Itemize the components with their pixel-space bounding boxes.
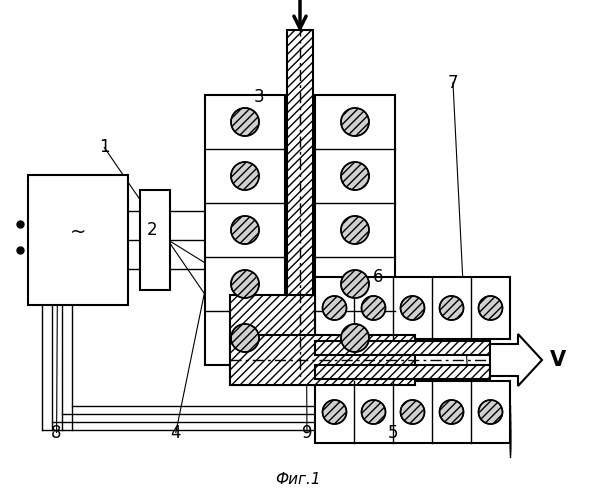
- Circle shape: [341, 270, 369, 298]
- Circle shape: [231, 216, 259, 244]
- Text: 5: 5: [388, 424, 399, 442]
- Circle shape: [231, 108, 259, 136]
- Polygon shape: [490, 334, 542, 386]
- Bar: [287, 30, 313, 350]
- Circle shape: [322, 296, 346, 320]
- Text: 6: 6: [373, 268, 384, 286]
- Text: 8: 8: [51, 424, 62, 442]
- Bar: [205, 95, 285, 365]
- Text: 3: 3: [254, 88, 265, 106]
- Circle shape: [401, 296, 424, 320]
- Circle shape: [231, 324, 259, 352]
- Circle shape: [439, 400, 464, 424]
- Circle shape: [341, 216, 369, 244]
- Circle shape: [231, 270, 259, 298]
- Circle shape: [341, 108, 369, 136]
- Circle shape: [341, 324, 369, 352]
- Text: 2: 2: [147, 221, 157, 239]
- Bar: [315, 341, 490, 355]
- Circle shape: [401, 400, 424, 424]
- Bar: [230, 335, 415, 385]
- Text: 4: 4: [170, 424, 181, 442]
- Text: 7: 7: [448, 74, 458, 92]
- Text: ~: ~: [70, 222, 86, 242]
- Bar: [140, 190, 170, 290]
- Bar: [315, 95, 395, 365]
- Text: V: V: [550, 350, 566, 370]
- Circle shape: [341, 162, 369, 190]
- Bar: [315, 365, 490, 379]
- Bar: [230, 295, 315, 385]
- Circle shape: [322, 400, 346, 424]
- Bar: [315, 277, 510, 339]
- Text: 9: 9: [302, 424, 312, 442]
- Text: Фиг.1: Фиг.1: [275, 472, 321, 488]
- Circle shape: [362, 296, 386, 320]
- Circle shape: [439, 296, 464, 320]
- Circle shape: [362, 400, 386, 424]
- Circle shape: [231, 162, 259, 190]
- Bar: [28, 175, 128, 305]
- Bar: [315, 381, 510, 443]
- Circle shape: [479, 296, 502, 320]
- Text: 1: 1: [99, 138, 110, 156]
- Circle shape: [479, 400, 502, 424]
